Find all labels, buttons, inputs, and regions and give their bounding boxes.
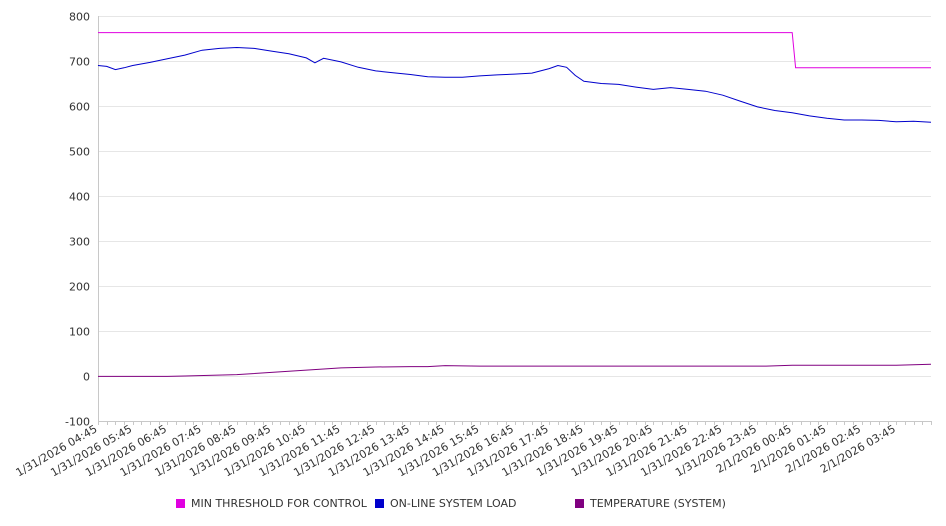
y-tick-label: 200 — [69, 281, 90, 294]
y-tick-label: 700 — [69, 56, 90, 69]
legend-swatch-min-threshold — [176, 499, 185, 508]
legend-item-temperature[interactable]: TEMPERATURE (SYSTEM) — [575, 497, 726, 510]
x-axis-ticks: 1/31/2026 04:451/31/2026 05:451/31/2026 … — [14, 422, 898, 479]
legend: MIN THRESHOLD FOR CONTROL ON-LINE SYSTEM… — [0, 497, 946, 515]
legend-item-min-threshold[interactable]: MIN THRESHOLD FOR CONTROL — [176, 497, 367, 510]
legend-label-min-threshold: MIN THRESHOLD FOR CONTROL — [191, 497, 367, 510]
series-line-2 — [98, 363, 932, 377]
axes — [98, 16, 932, 425]
y-tick-label: 300 — [69, 236, 90, 249]
series-line-1 — [97, 46, 932, 123]
legend-swatch-system-load — [375, 499, 384, 508]
series-line-0 — [98, 32, 931, 69]
y-tick-label: 800 — [69, 11, 90, 24]
y-tick-label: 500 — [69, 146, 90, 159]
y-axis-ticks: 800 700 600 500 400 300 200 100 0 -100 — [65, 11, 90, 429]
legend-label-temperature: TEMPERATURE (SYSTEM) — [590, 497, 726, 510]
y-tick-label: 400 — [69, 191, 90, 204]
legend-item-system-load[interactable]: ON-LINE SYSTEM LOAD — [375, 497, 516, 510]
legend-swatch-temperature — [575, 499, 584, 508]
y-tick-label: 0 — [83, 371, 90, 384]
y-tick-label: -100 — [65, 416, 90, 429]
series-lines — [97, 32, 932, 377]
y-tick-label: 100 — [69, 326, 90, 339]
y-tick-label: 600 — [69, 101, 90, 114]
grid-lines — [98, 16, 931, 377]
legend-label-system-load: ON-LINE SYSTEM LOAD — [390, 497, 517, 510]
